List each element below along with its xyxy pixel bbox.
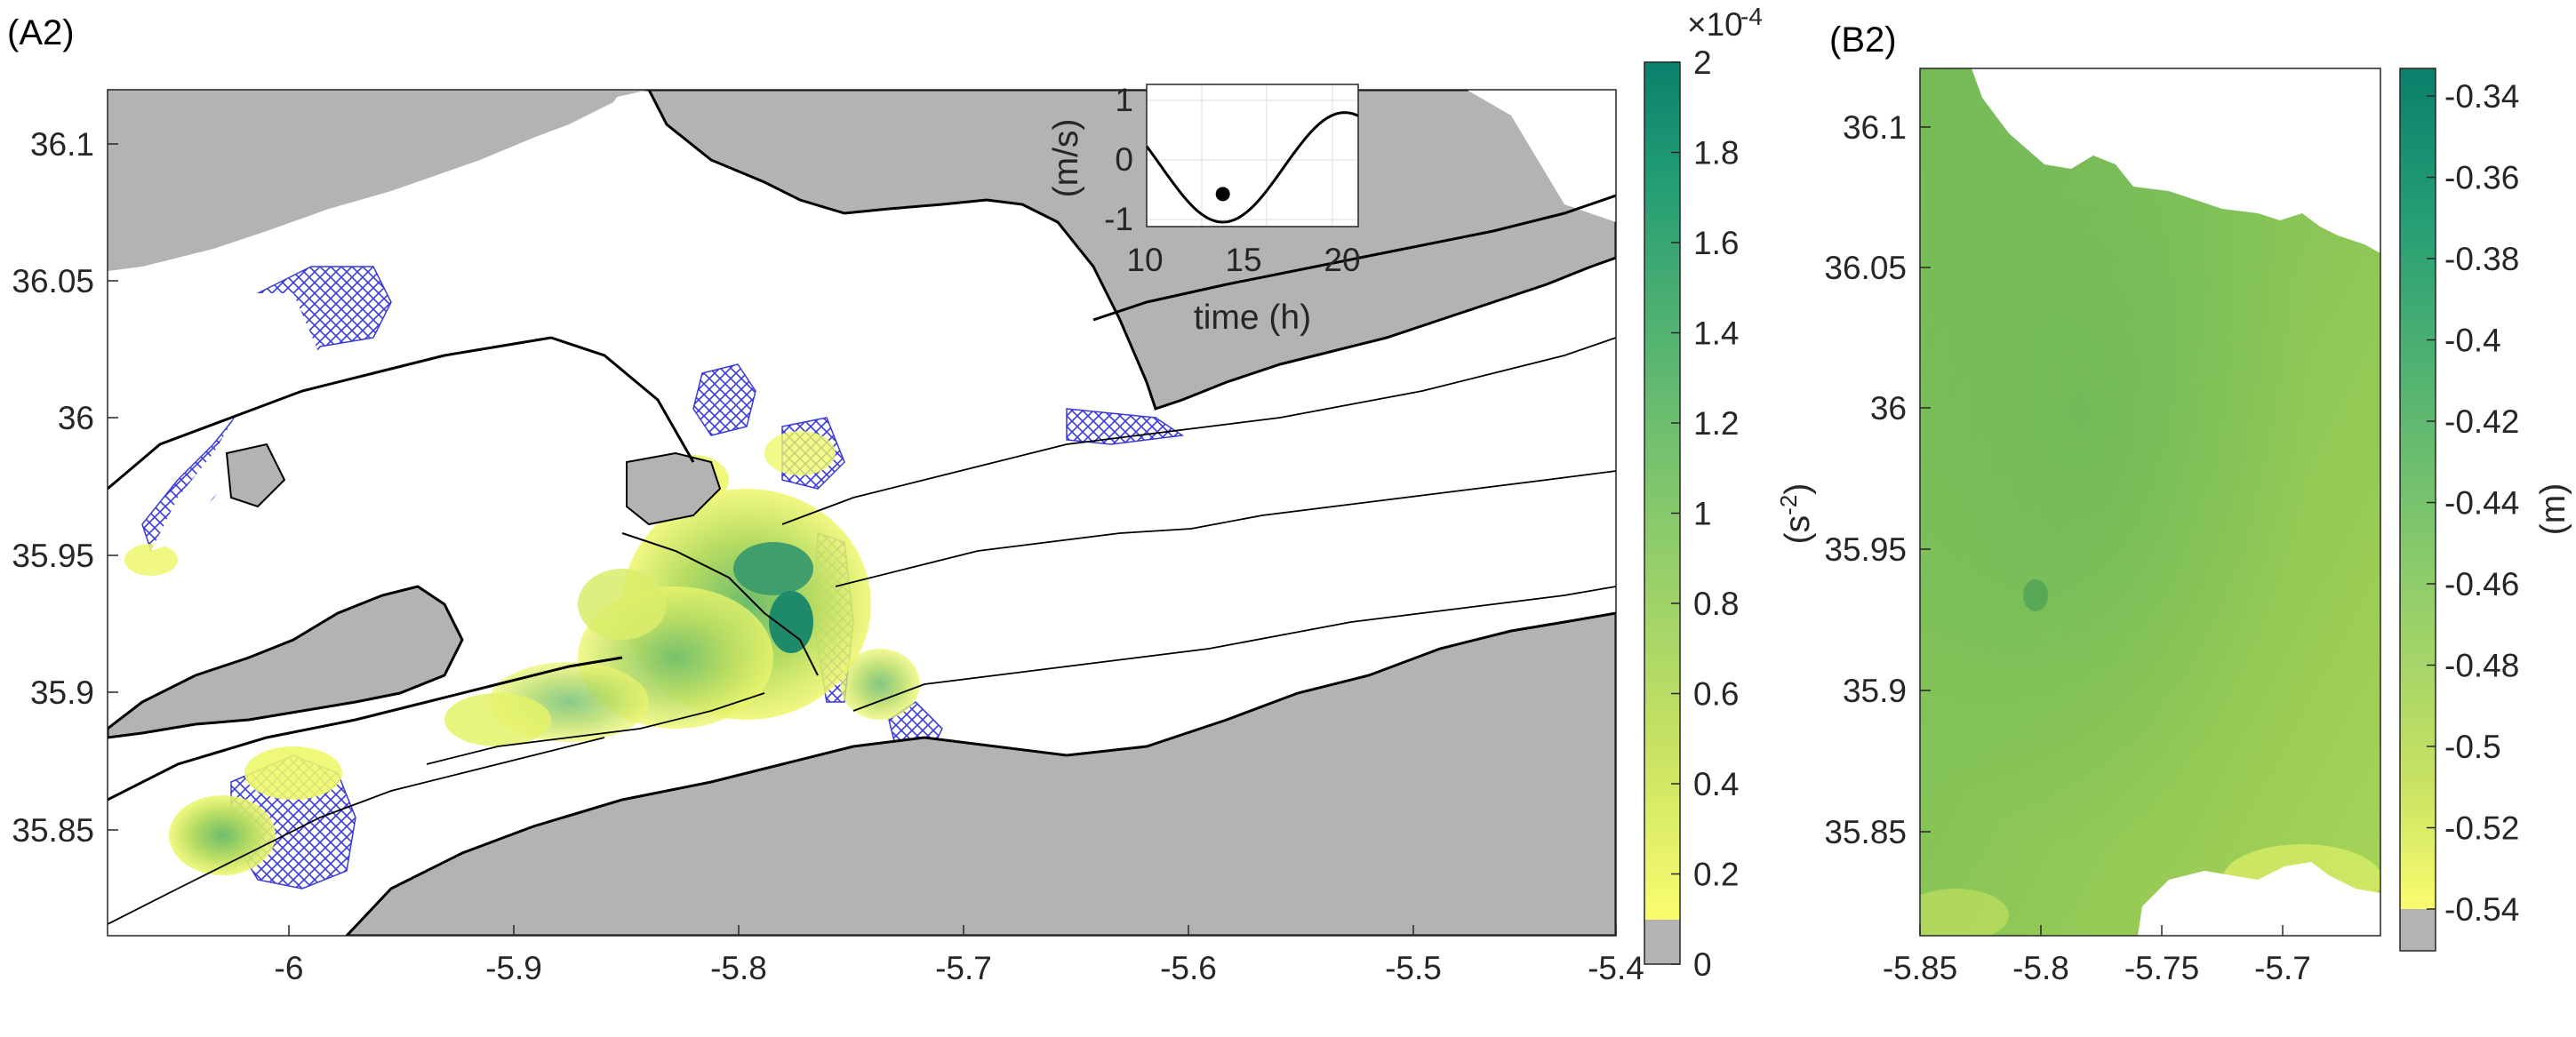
colorbar-a-tick-label: 1.2 bbox=[1693, 405, 1739, 442]
field-b-eddy bbox=[2023, 579, 2048, 611]
panel-b: (B2) -5.85 -5.8 -5.75 -5.7 bbox=[1824, 20, 2572, 986]
y-tick-label: 35.85 bbox=[1824, 814, 1907, 850]
colorbar-a-tick-label: 2 bbox=[1693, 44, 1712, 81]
map-a-frame bbox=[107, 89, 1617, 937]
x-tick-label: -5.85 bbox=[1883, 950, 1957, 986]
y-tick-label: 36 bbox=[58, 400, 94, 436]
colorbar-b-tick-label: -0.42 bbox=[2444, 403, 2519, 440]
y-tick-label: 35.95 bbox=[1824, 531, 1907, 568]
colorbar-b-tick-label: -0.38 bbox=[2444, 241, 2519, 277]
colorbar-a-tick-label: 0 bbox=[1693, 946, 1712, 983]
inset-y-tick: 0 bbox=[1115, 141, 1133, 178]
y-tick-label: 35.85 bbox=[12, 812, 94, 849]
colorbar-b-tick-label: -0.34 bbox=[2444, 78, 2519, 115]
map-b-frame bbox=[1919, 68, 2381, 937]
colorbar-b-tick-label: -0.54 bbox=[2444, 891, 2519, 928]
y-tick-label: 36 bbox=[1870, 390, 1907, 427]
colorbar-b-tick-label: -0.46 bbox=[2444, 566, 2519, 602]
x-axis-b: -5.85 -5.8 -5.75 -5.7 bbox=[1883, 925, 2311, 986]
x-tick-label: -5.4 bbox=[1588, 950, 1644, 986]
y-tick-label: 35.95 bbox=[12, 538, 94, 574]
colorbar-a-unit-close: ) bbox=[1779, 483, 1817, 495]
x-tick-label: -5.75 bbox=[2124, 950, 2199, 986]
y-tick-label: 36.05 bbox=[1824, 250, 1907, 286]
y-tick-label: 36.05 bbox=[12, 263, 94, 299]
y-tick-label: 35.9 bbox=[30, 674, 94, 711]
inset-x-tick: 10 bbox=[1126, 242, 1163, 278]
colorbar-a-tick-label: 0.2 bbox=[1693, 857, 1739, 893]
colorbar-a-tick-label: 1.4 bbox=[1693, 315, 1739, 352]
field-patches bbox=[124, 431, 920, 875]
colorbar-a-tick-label: 1.6 bbox=[1693, 225, 1739, 261]
inset-current-time-marker bbox=[1215, 187, 1230, 202]
map-a-area bbox=[108, 90, 1616, 936]
inset-plot: 1 0 -1 10 15 20 time (h) (m/s) bbox=[1047, 82, 1361, 337]
panel-a: (A2) bbox=[7, 3, 1817, 986]
x-tick-label: -5.7 bbox=[935, 950, 992, 986]
colorbar-a-unit-sup: -2 bbox=[1775, 495, 1802, 515]
masked-region-top bbox=[1956, 68, 2380, 253]
masked-region-bottom bbox=[2138, 862, 2380, 936]
colorbar-b-tick-label: -0.52 bbox=[2444, 810, 2519, 847]
colorbar-b-tick-label: -0.5 bbox=[2444, 729, 2501, 765]
colorbar-a-tick-label: 1.8 bbox=[1693, 135, 1739, 172]
inset-x-tick: 15 bbox=[1225, 242, 1261, 278]
x-tick-label: -5.8 bbox=[710, 950, 767, 986]
colorbar-a-exponent: -4 bbox=[1740, 3, 1763, 30]
x-tick-label: -5.9 bbox=[485, 950, 542, 986]
y-tick-label: 36.1 bbox=[30, 126, 94, 163]
colorbar-b-unit: (m) bbox=[2534, 483, 2572, 535]
inset-series-line bbox=[1145, 111, 1359, 224]
panel-b-label: (B2) bbox=[1829, 20, 1897, 60]
inset-y-tick: -1 bbox=[1104, 201, 1133, 237]
y-tick-label: 35.9 bbox=[1843, 673, 1907, 709]
colorbar-a-tick-label: 0.8 bbox=[1693, 586, 1739, 622]
inset-y-tick: 1 bbox=[1115, 82, 1133, 118]
inset-y-label: (m/s) bbox=[1047, 119, 1085, 198]
colorbar-a-exponent-base: ×10 bbox=[1687, 6, 1743, 43]
map-b-area bbox=[1920, 68, 2380, 936]
colorbar-b-tick-label: -0.48 bbox=[2444, 648, 2519, 684]
colorbar-b-tick-label: -0.44 bbox=[2444, 485, 2519, 522]
colorbar-b-tick-label: -0.4 bbox=[2444, 323, 2501, 359]
x-tick-label: -6 bbox=[275, 950, 304, 986]
colorbar-a: 0 0.2 0.4 0.6 0.8 1 1.2 1.4 1.6 1.8 2 ×10 -4 (s-2) bbox=[1644, 3, 1817, 983]
y-axis-a: 36.1 36.05 36 35.95 35.9 35.85 bbox=[12, 126, 118, 849]
x-tick-label: -5.5 bbox=[1385, 950, 1442, 986]
panel-a-label: (A2) bbox=[7, 13, 75, 52]
colorbar-a-tick-label: 1 bbox=[1693, 496, 1712, 532]
x-axis-a: -6 -5.9 -5.8 -5.7 -5.6 -5.5 -5.4 bbox=[275, 925, 1644, 986]
x-tick-label: -5.7 bbox=[2254, 950, 2311, 986]
colorbar-a-unit-main: (s bbox=[1779, 515, 1817, 545]
colorbar-a-unit: (s-2) bbox=[1775, 483, 1817, 545]
colorbar-a-tick-label: 0.4 bbox=[1693, 766, 1739, 802]
y-axis-b: 36.1 36.05 36 35.95 35.9 35.85 bbox=[1824, 109, 1931, 850]
x-tick-label: -5.6 bbox=[1160, 950, 1217, 986]
depth-contours bbox=[108, 194, 1616, 925]
colorbar-b: -0.34 -0.36 -0.38 -0.4 -0.42 -0.44 -0.46 -0.48 -… bbox=[2399, 68, 2572, 952]
colorbar-a-tick-label: 0.6 bbox=[1693, 676, 1739, 713]
inset-x-tick: 20 bbox=[1324, 242, 1360, 278]
colorbar-b-tick-label: -0.36 bbox=[2444, 160, 2519, 196]
svg-text:(s-2): (s-2) bbox=[1775, 483, 1817, 545]
inset-x-label: time (h) bbox=[1194, 299, 1311, 337]
x-tick-label: -5.8 bbox=[2012, 950, 2069, 986]
y-tick-label: 36.1 bbox=[1843, 109, 1907, 146]
